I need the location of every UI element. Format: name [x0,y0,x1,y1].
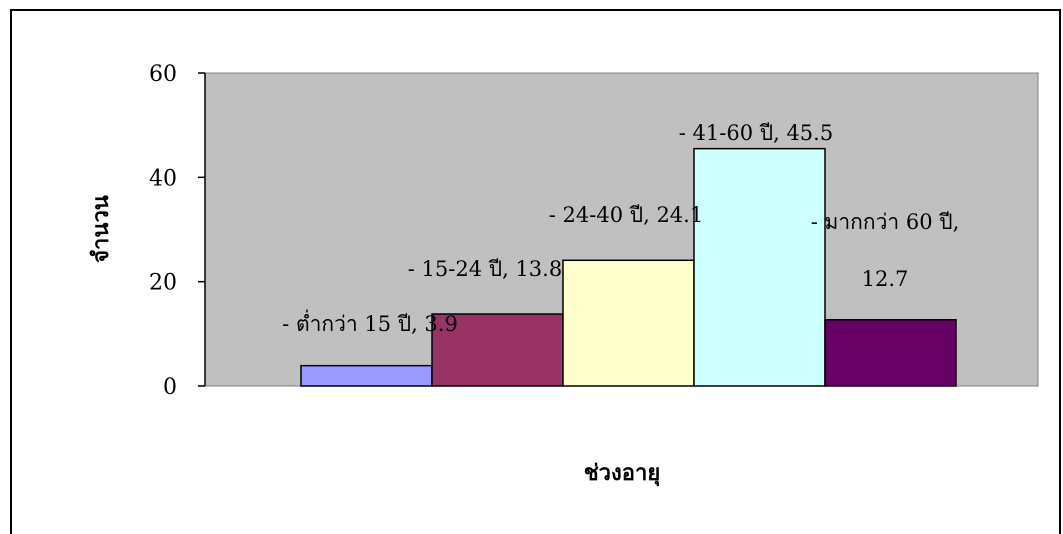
bar [300,364,433,387]
bar [562,259,695,387]
data-labels: - ต่ำกว่า 15 ปี, 3.9 - 15-24 ปี, 13.8 - 24… [282,121,959,336]
bar-data-label: - 15-24 ปี, 13.8 [408,257,562,281]
bars [300,147,957,387]
y-tick-label: 20 [149,271,177,296]
bar [431,313,564,387]
bar-data-label: - ต่ำกว่า 15 ปี, 3.9 [282,309,458,336]
bar [693,147,826,387]
bar-data-label: - 24-40 ปี, 24.1 [549,203,703,227]
bar-data-label: - 41-60 ปี, 45.5 [679,121,833,145]
y-axis-title: จำนวน [88,195,114,263]
bar-data-label: 12.7 [862,267,909,291]
bar [824,318,957,387]
y-tick-label: 40 [149,166,177,191]
y-tick-label: 0 [163,375,177,400]
bar-data-label: - มากกว่า 60 ปี, [811,210,960,234]
y-axis: 0 20 40 60 [149,62,206,400]
y-tick-label: 60 [149,62,177,87]
x-axis-title: ช่วงอายุ [584,460,660,487]
